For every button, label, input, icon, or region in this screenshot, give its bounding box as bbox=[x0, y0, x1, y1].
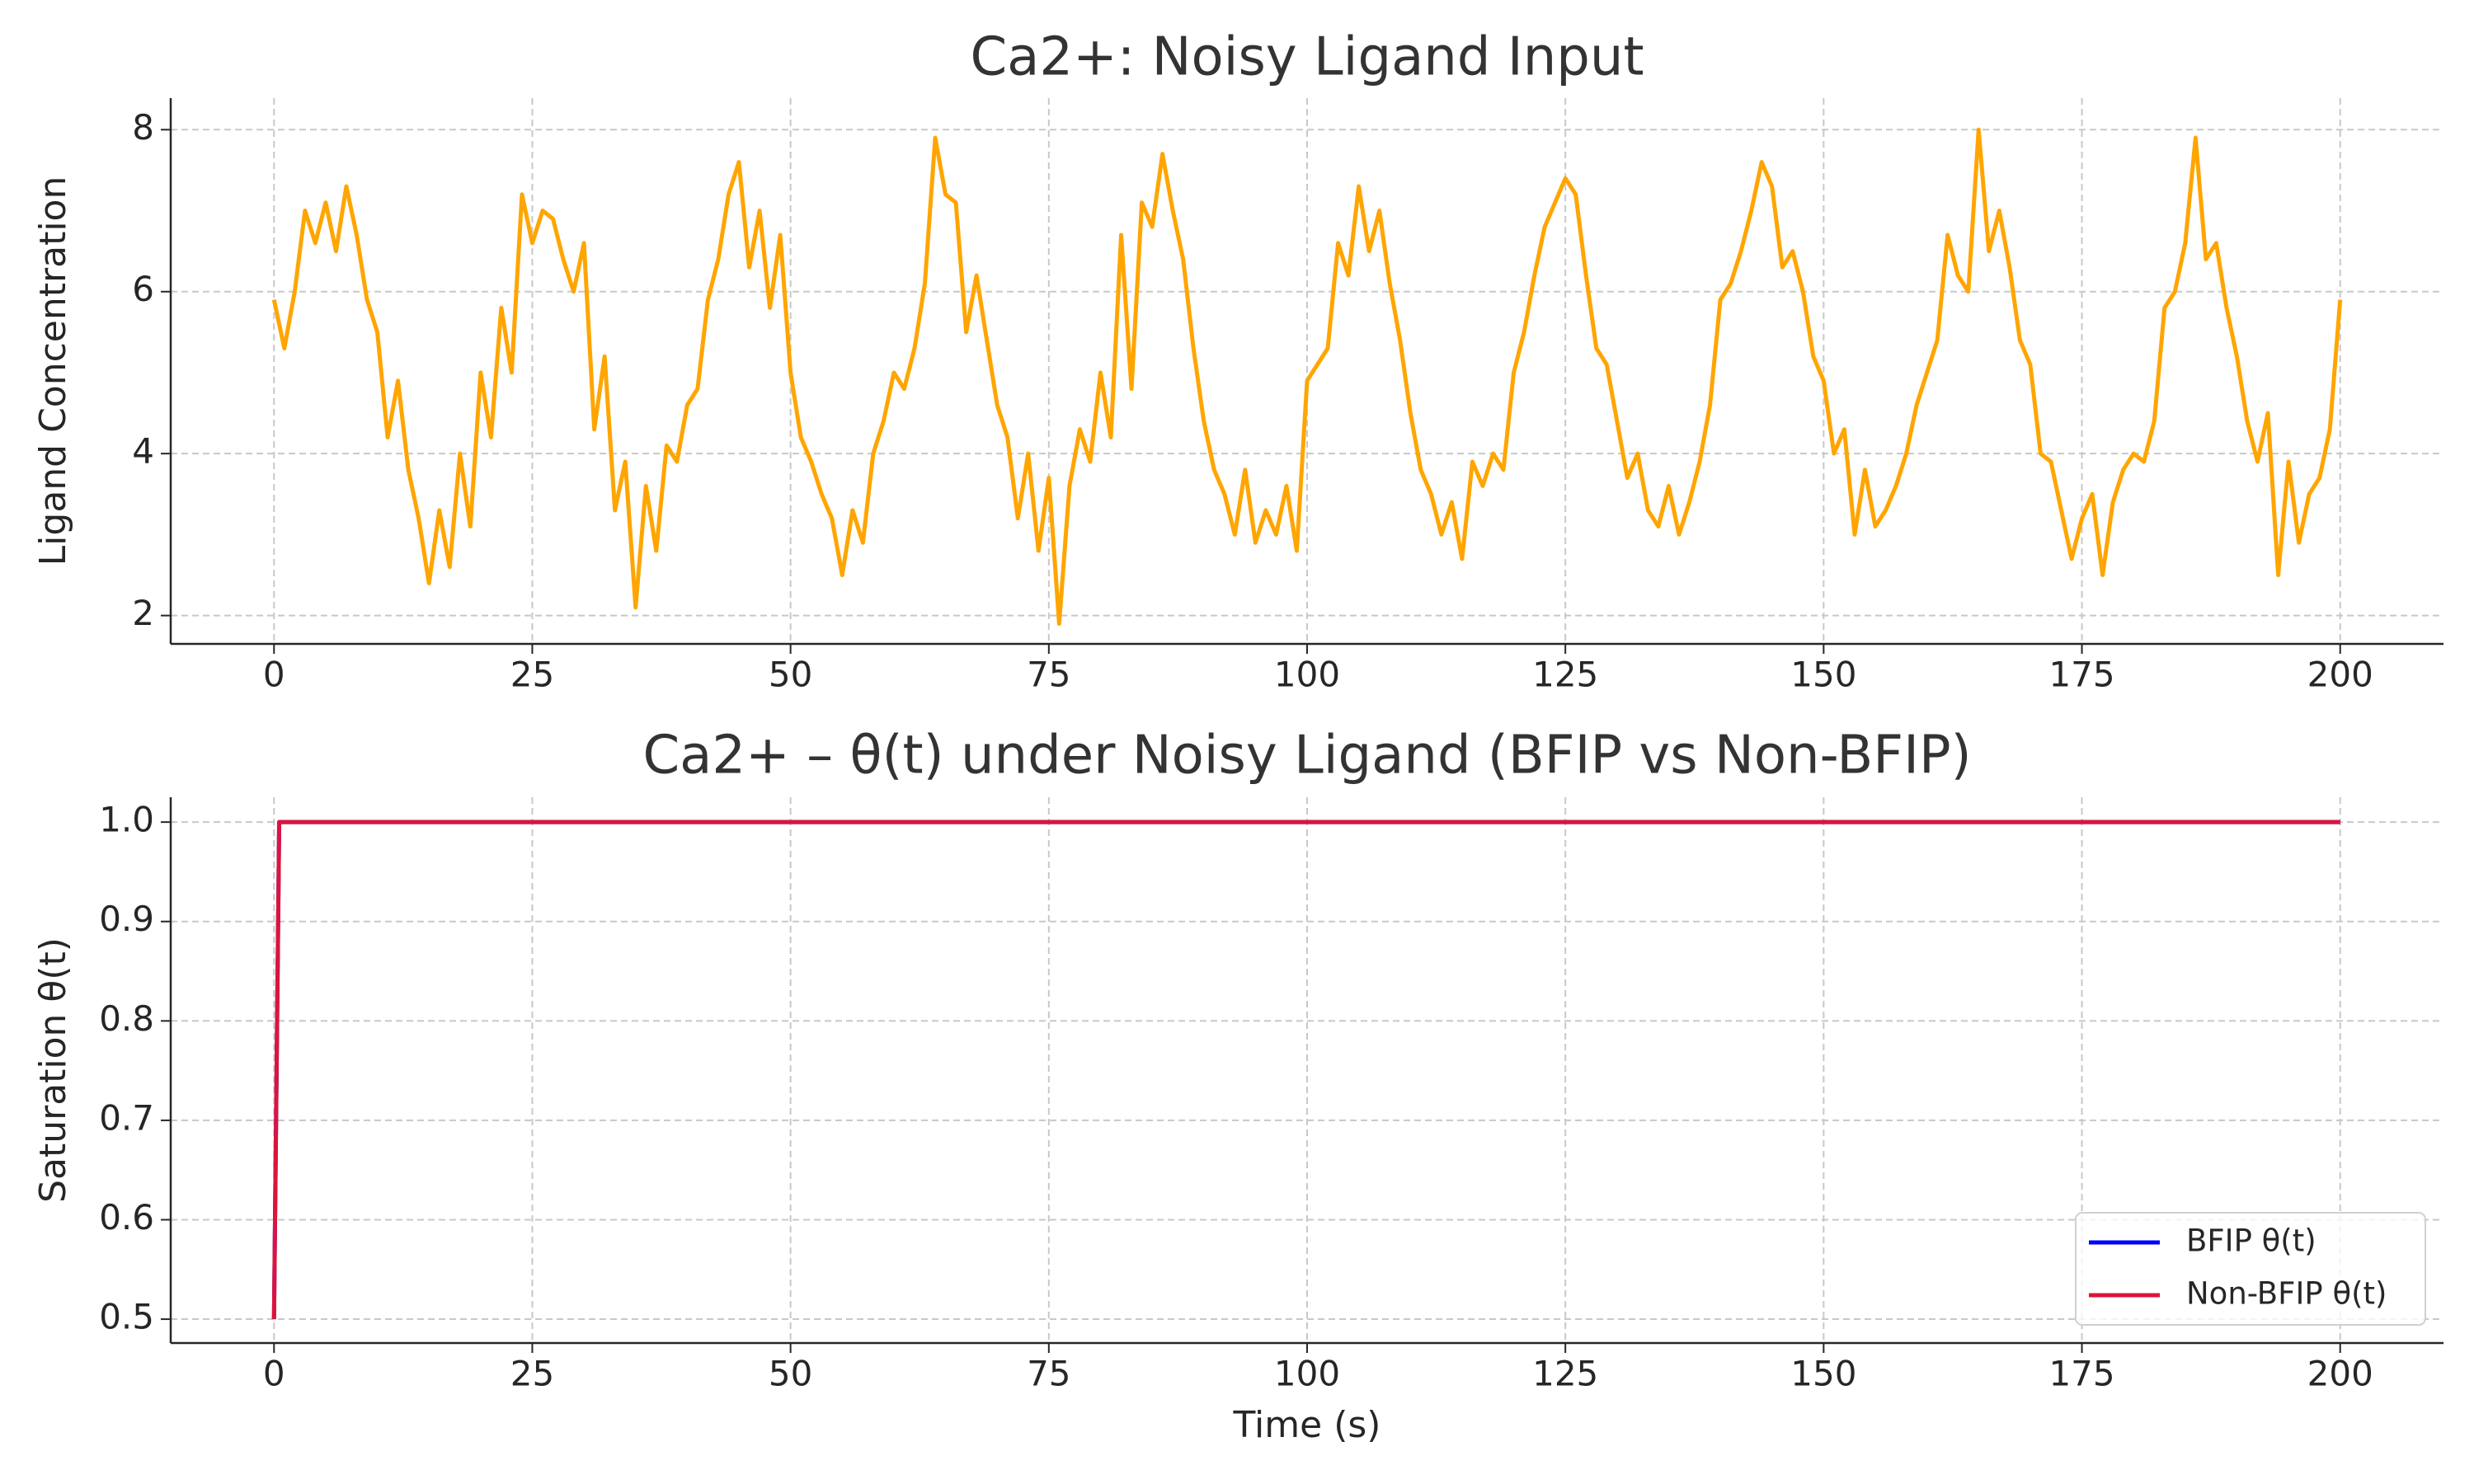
y-tick-label: 2 bbox=[132, 593, 154, 633]
data-line bbox=[271, 127, 2343, 626]
y-tick-label: 4 bbox=[132, 431, 154, 472]
x-tick-label: 200 bbox=[2307, 655, 2373, 695]
y-axis-label: Saturation θ(t) bbox=[32, 937, 74, 1203]
y-tick-label: 0.7 bbox=[99, 1097, 154, 1138]
y-axis-label: Ligand Concentration bbox=[32, 176, 74, 566]
x-tick-label: 150 bbox=[1790, 1354, 1856, 1394]
x-tick-label: 0 bbox=[263, 1354, 285, 1394]
y-tick-label: 0.9 bbox=[99, 899, 154, 939]
y-tick-label: 0.6 bbox=[99, 1197, 154, 1237]
legend-label: Non-BFIP θ(t) bbox=[2186, 1276, 2387, 1312]
x-tick-label: 25 bbox=[510, 1354, 554, 1394]
x-tick-label: 0 bbox=[263, 655, 285, 695]
y-tick-label: 6 bbox=[132, 269, 154, 309]
x-tick-label: 50 bbox=[769, 1354, 812, 1394]
x-tick-label: 175 bbox=[2048, 1354, 2114, 1394]
y-tick-label: 1.0 bbox=[99, 800, 154, 840]
x-tick-label: 100 bbox=[1274, 1354, 1340, 1394]
x-tick-label: 75 bbox=[1027, 655, 1070, 695]
legend-box bbox=[2075, 1212, 2426, 1326]
chart-title: Ca2+: Noisy Ligand Input bbox=[970, 27, 1644, 88]
x-tick-label: 25 bbox=[510, 655, 554, 695]
x-tick-label: 175 bbox=[2048, 655, 2114, 695]
data-line bbox=[271, 819, 2340, 1320]
x-tick-label: 125 bbox=[1532, 1354, 1598, 1394]
x-tick-label: 200 bbox=[2307, 1354, 2373, 1394]
y-tick-label: 0.5 bbox=[99, 1297, 154, 1337]
chart-title: Ca2+ – θ(t) under Noisy Ligand (BFIP vs … bbox=[642, 726, 1971, 787]
x-tick-label: 75 bbox=[1027, 1354, 1070, 1394]
y-tick-label: 8 bbox=[132, 107, 154, 148]
x-tick-label: 150 bbox=[1790, 655, 1856, 695]
legend-label: BFIP θ(t) bbox=[2186, 1223, 2316, 1259]
x-tick-label: 125 bbox=[1532, 655, 1598, 695]
x-tick-label: 100 bbox=[1274, 655, 1340, 695]
x-axis-label: Time (s) bbox=[1233, 1404, 1381, 1446]
y-tick-label: 0.8 bbox=[99, 998, 154, 1039]
x-tick-label: 50 bbox=[769, 655, 812, 695]
